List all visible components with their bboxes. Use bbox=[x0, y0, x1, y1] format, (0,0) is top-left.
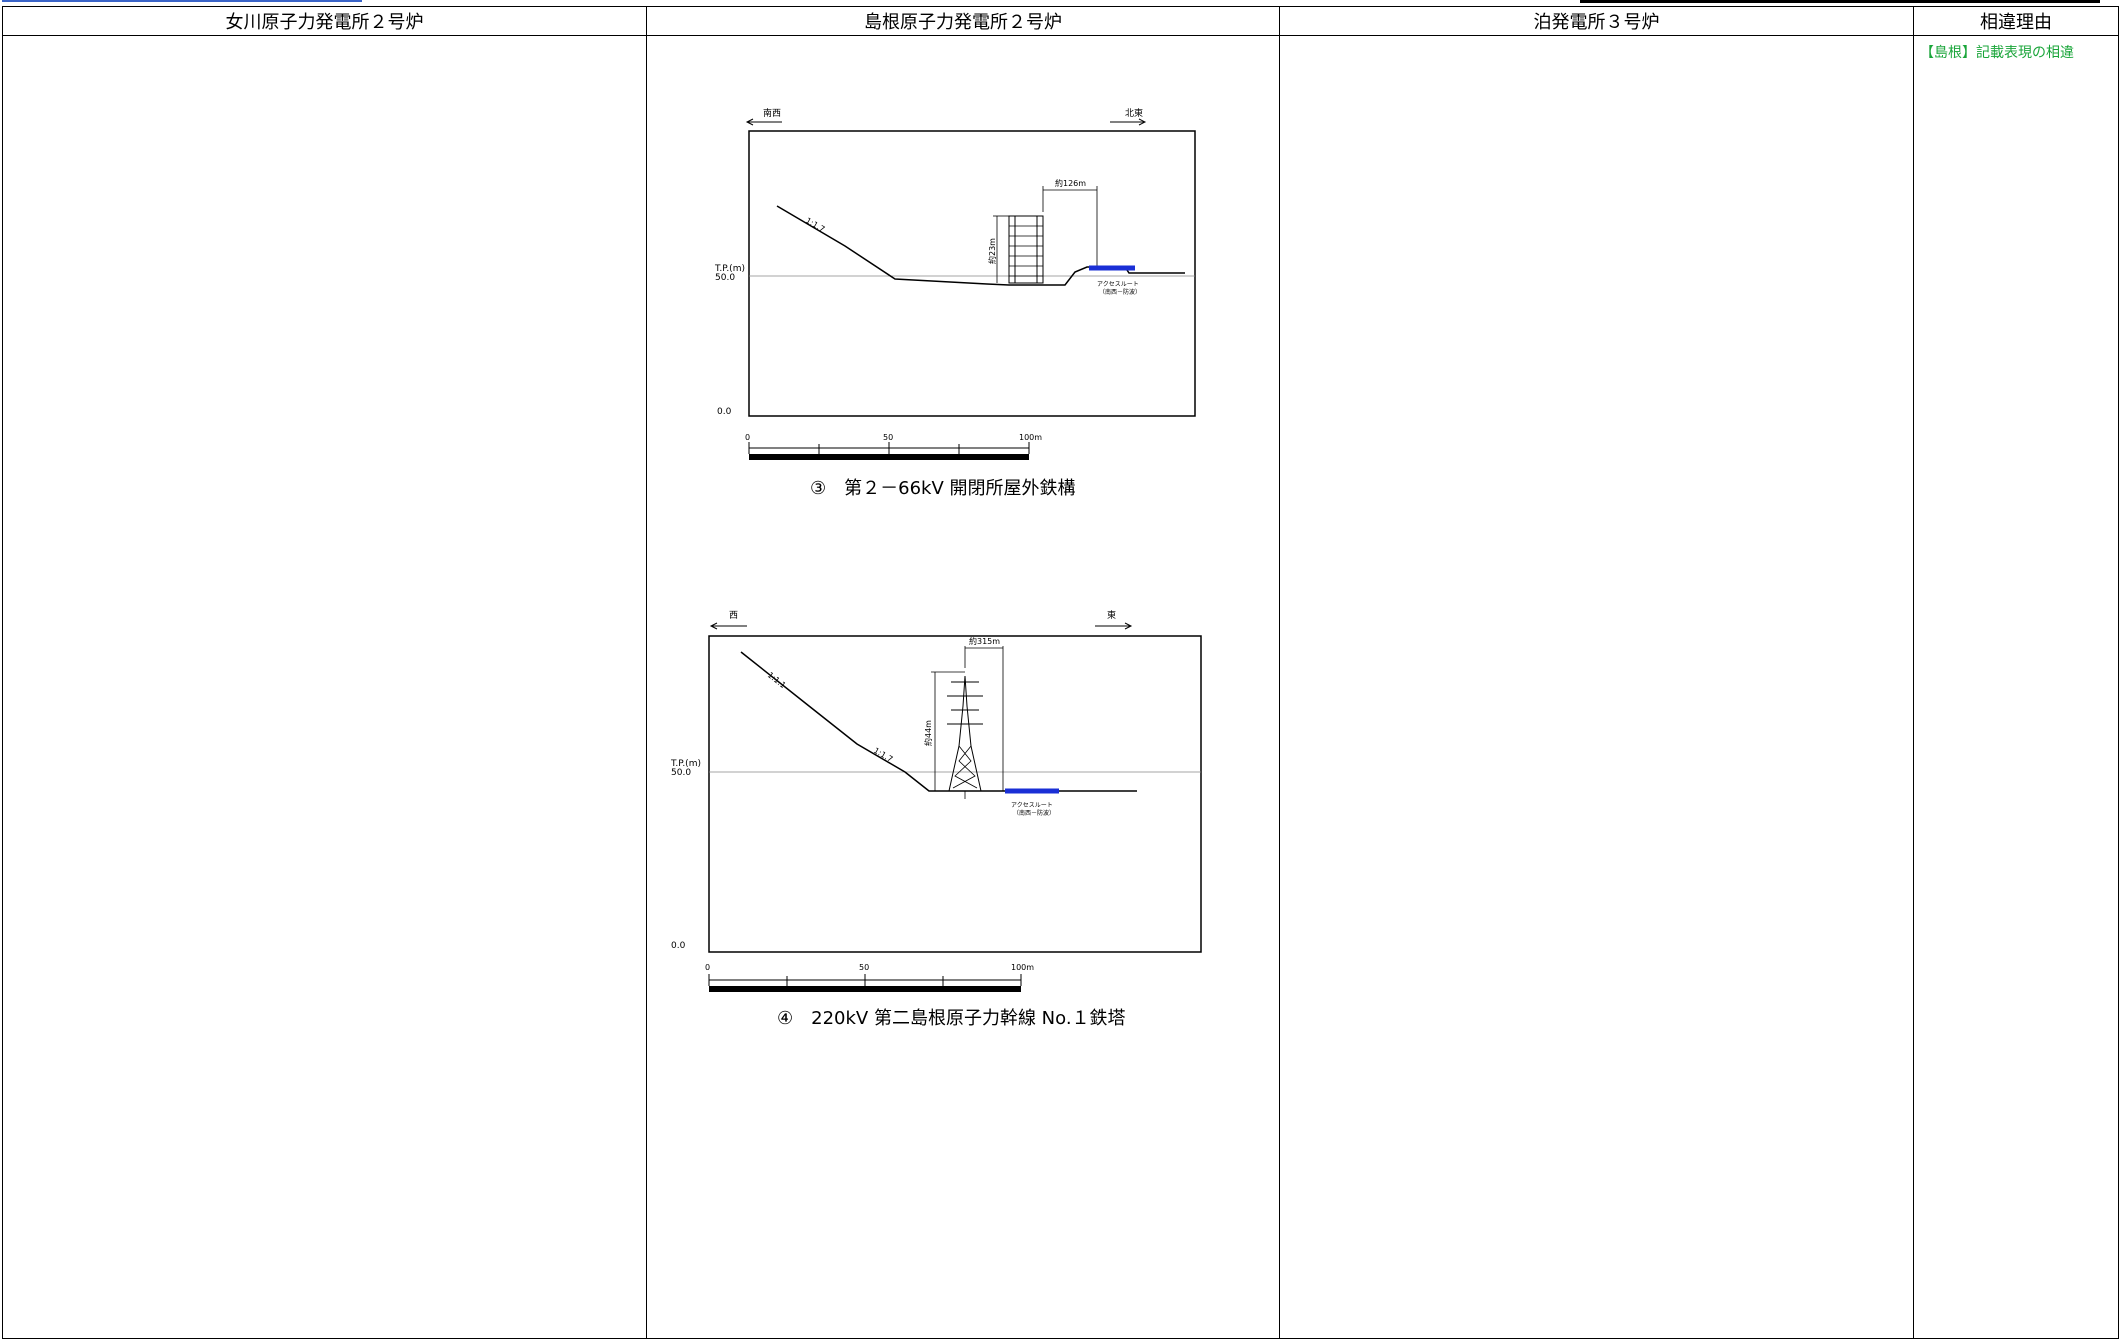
fig4-access-sub: （南西－防波） bbox=[1013, 809, 1055, 817]
fig4-slope-label-2: 1:1.7 bbox=[872, 746, 894, 764]
fig4-ground-profile bbox=[740, 651, 1137, 792]
header-row: 女川原子力発電所２号炉 島根原子力発電所２号炉 泊発電所３号炉 相違理由 bbox=[2, 6, 2119, 36]
fig4-dir-left: 西 bbox=[729, 610, 738, 621]
column-header-onagawa: 女川原子力発電所２号炉 bbox=[2, 6, 647, 36]
fig3-access-sub: （南西－防波） bbox=[1099, 288, 1141, 296]
figure-3-caption: ③ 第２－66kV 開閉所屋外鉄構 bbox=[810, 478, 1076, 499]
fig3-ground-profile bbox=[776, 205, 1185, 286]
fig3-height-label: 約23m bbox=[987, 238, 997, 264]
fig3-steel-structure bbox=[1008, 215, 1044, 284]
cell-onagawa bbox=[2, 35, 647, 1339]
fig3-frame bbox=[748, 130, 1196, 417]
figure-3-cross-section: 南西 北東 T.P.(m) 50.0 0.0 1:1.7 bbox=[714, 107, 1196, 460]
fig4-dir-right: 東 bbox=[1107, 609, 1116, 621]
header-link-bar bbox=[2, 0, 362, 2]
fig3-tp-value: 50.0 bbox=[715, 273, 735, 283]
fig3-scale-0: 0 bbox=[745, 433, 750, 442]
fig4-access-label: アクセスルート bbox=[1011, 802, 1053, 809]
fig4-transmission-tower bbox=[947, 675, 983, 799]
fig4-frame bbox=[708, 635, 1202, 953]
column-header-shimane: 島根原子力発電所２号炉 bbox=[646, 6, 1280, 36]
cell-tomari bbox=[1279, 35, 1914, 1339]
figure-4-caption: ④ 220kV 第二島根原子力幹線 No.１鉄塔 bbox=[777, 1008, 1126, 1029]
fig3-access-label: アクセスルート bbox=[1097, 281, 1139, 288]
fig3-scale-100: 100m bbox=[1019, 433, 1042, 442]
fig3-zero-label: 0.0 bbox=[717, 407, 732, 417]
reason-note: 【島根】記載表現の相違 bbox=[1920, 45, 2074, 61]
fig3-tp-label: T.P.(m) bbox=[714, 264, 745, 274]
fig3-width-label: 約126m bbox=[1055, 178, 1086, 188]
fig4-scale-bar bbox=[708, 974, 1022, 992]
fig3-scale-bar bbox=[748, 442, 1030, 460]
fig4-scale-0: 0 bbox=[705, 963, 710, 972]
fig3-scale-50: 50 bbox=[883, 433, 893, 442]
fig4-slope-label-1: 1:1.1 bbox=[766, 670, 788, 690]
column-header-reason: 相違理由 bbox=[1913, 6, 2119, 36]
column-header-tomari: 泊発電所３号炉 bbox=[1279, 6, 1914, 36]
comparison-table: 女川原子力発電所２号炉 島根原子力発電所２号炉 泊発電所３号炉 相違理由 南西 … bbox=[2, 6, 2119, 1339]
fig3-dir-right: 北東 bbox=[1125, 107, 1143, 119]
header-rule bbox=[0, 0, 2123, 4]
fig3-slope-label: 1:1.7 bbox=[804, 216, 826, 234]
fig4-height-label: 約44m bbox=[923, 720, 933, 746]
fig4-scale-50: 50 bbox=[859, 963, 869, 972]
cell-shimane: 南西 北東 T.P.(m) 50.0 0.0 1:1.7 bbox=[646, 35, 1280, 1339]
cell-reason: 【島根】記載表現の相違 bbox=[1913, 35, 2119, 1339]
fig4-scale-100: 100m bbox=[1011, 963, 1034, 972]
header-right-bar bbox=[1580, 0, 2100, 3]
body-row: 南西 北東 T.P.(m) 50.0 0.0 1:1.7 bbox=[2, 35, 2119, 1339]
fig4-zero-label: 0.0 bbox=[671, 941, 686, 951]
fig4-width-label: 約315m bbox=[969, 636, 1000, 646]
fig3-dir-left: 南西 bbox=[763, 107, 781, 119]
figure-4-cross-section: 西 東 T.P.(m) 50.0 0.0 1:1.1 1:1.7 bbox=[670, 609, 1202, 992]
fig4-tp-label: T.P.(m) bbox=[670, 759, 701, 769]
fig4-tp-value: 50.0 bbox=[671, 768, 691, 778]
